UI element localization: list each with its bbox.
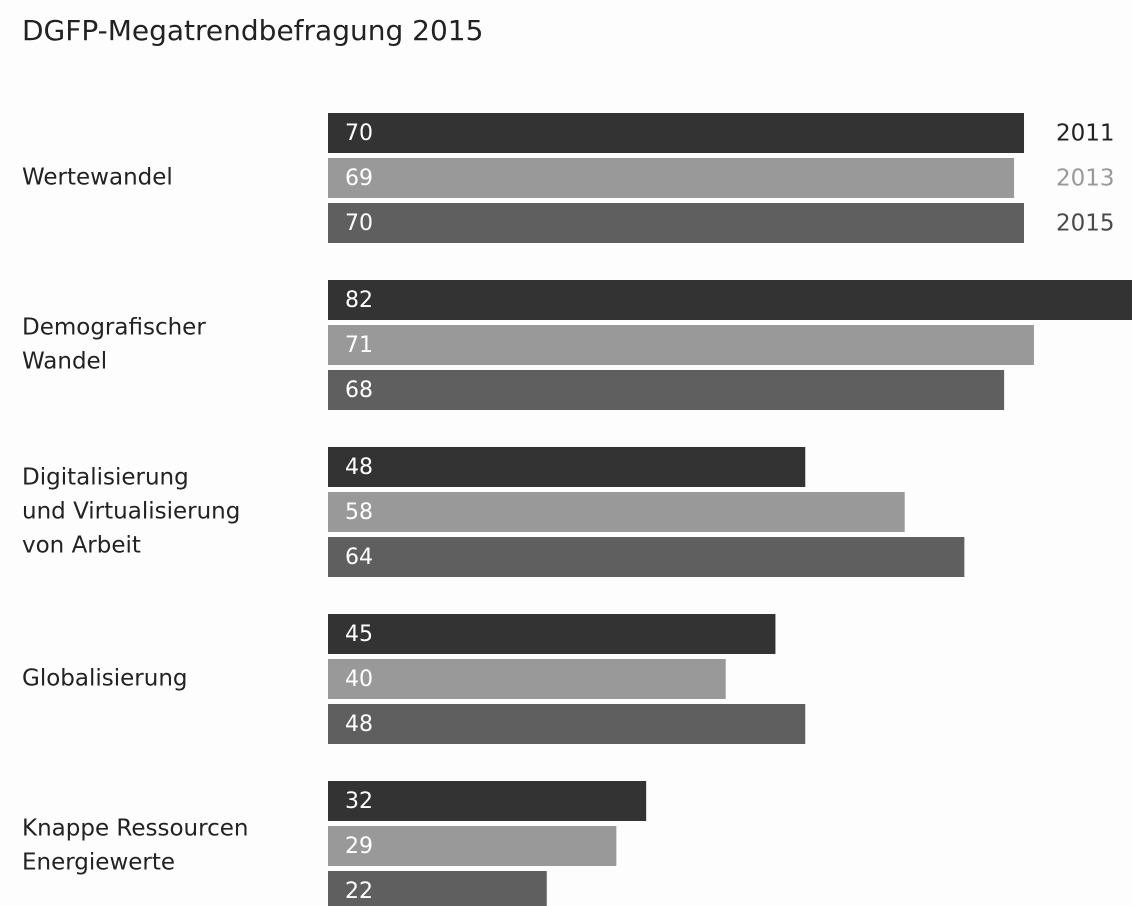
value-label: 32 — [345, 789, 373, 814]
value-label: 64 — [345, 545, 373, 570]
value-label: 40 — [345, 667, 373, 692]
legend-label: 2013 — [1056, 166, 1115, 192]
bar — [328, 492, 905, 532]
bar — [328, 614, 776, 654]
bar — [328, 370, 1005, 410]
value-label: 29 — [345, 834, 373, 859]
category-label: Knappe Ressourcen — [22, 816, 248, 842]
category-label: Wandel — [22, 349, 107, 375]
bar — [328, 113, 1025, 153]
bar — [328, 871, 547, 906]
value-label: 69 — [345, 166, 373, 191]
value-label: 22 — [345, 879, 373, 904]
value-label: 68 — [345, 378, 373, 403]
value-label: 48 — [345, 455, 373, 480]
bar — [328, 659, 726, 699]
bar — [328, 781, 647, 821]
chart-title: DGFP-Megatrendbefragung 2015 — [22, 14, 483, 47]
value-label: 58 — [345, 500, 373, 525]
category-label: und Virtualisierung — [22, 499, 240, 525]
bar — [328, 325, 1034, 365]
bar — [328, 447, 806, 487]
category-label: Demografischer — [22, 315, 206, 341]
value-label: 70 — [345, 121, 373, 146]
category-label: Globalisierung — [22, 666, 188, 692]
bar — [328, 280, 1132, 320]
category-label: Digitalisierung — [22, 465, 189, 491]
category-label: Wertewandel — [22, 165, 173, 191]
category-label: von Arbeit — [22, 533, 141, 559]
legend-label: 2011 — [1056, 121, 1115, 147]
category-label: Energiewerte — [22, 850, 175, 876]
bar — [328, 826, 617, 866]
value-label: 48 — [345, 712, 373, 737]
bar — [328, 704, 806, 744]
value-label: 82 — [345, 288, 373, 313]
bar — [328, 158, 1015, 198]
value-label: 45 — [345, 622, 373, 647]
legend-label: 2015 — [1056, 211, 1115, 237]
value-label: 70 — [345, 211, 373, 236]
bar — [328, 537, 965, 577]
bar — [328, 203, 1025, 243]
value-label: 71 — [345, 333, 373, 358]
